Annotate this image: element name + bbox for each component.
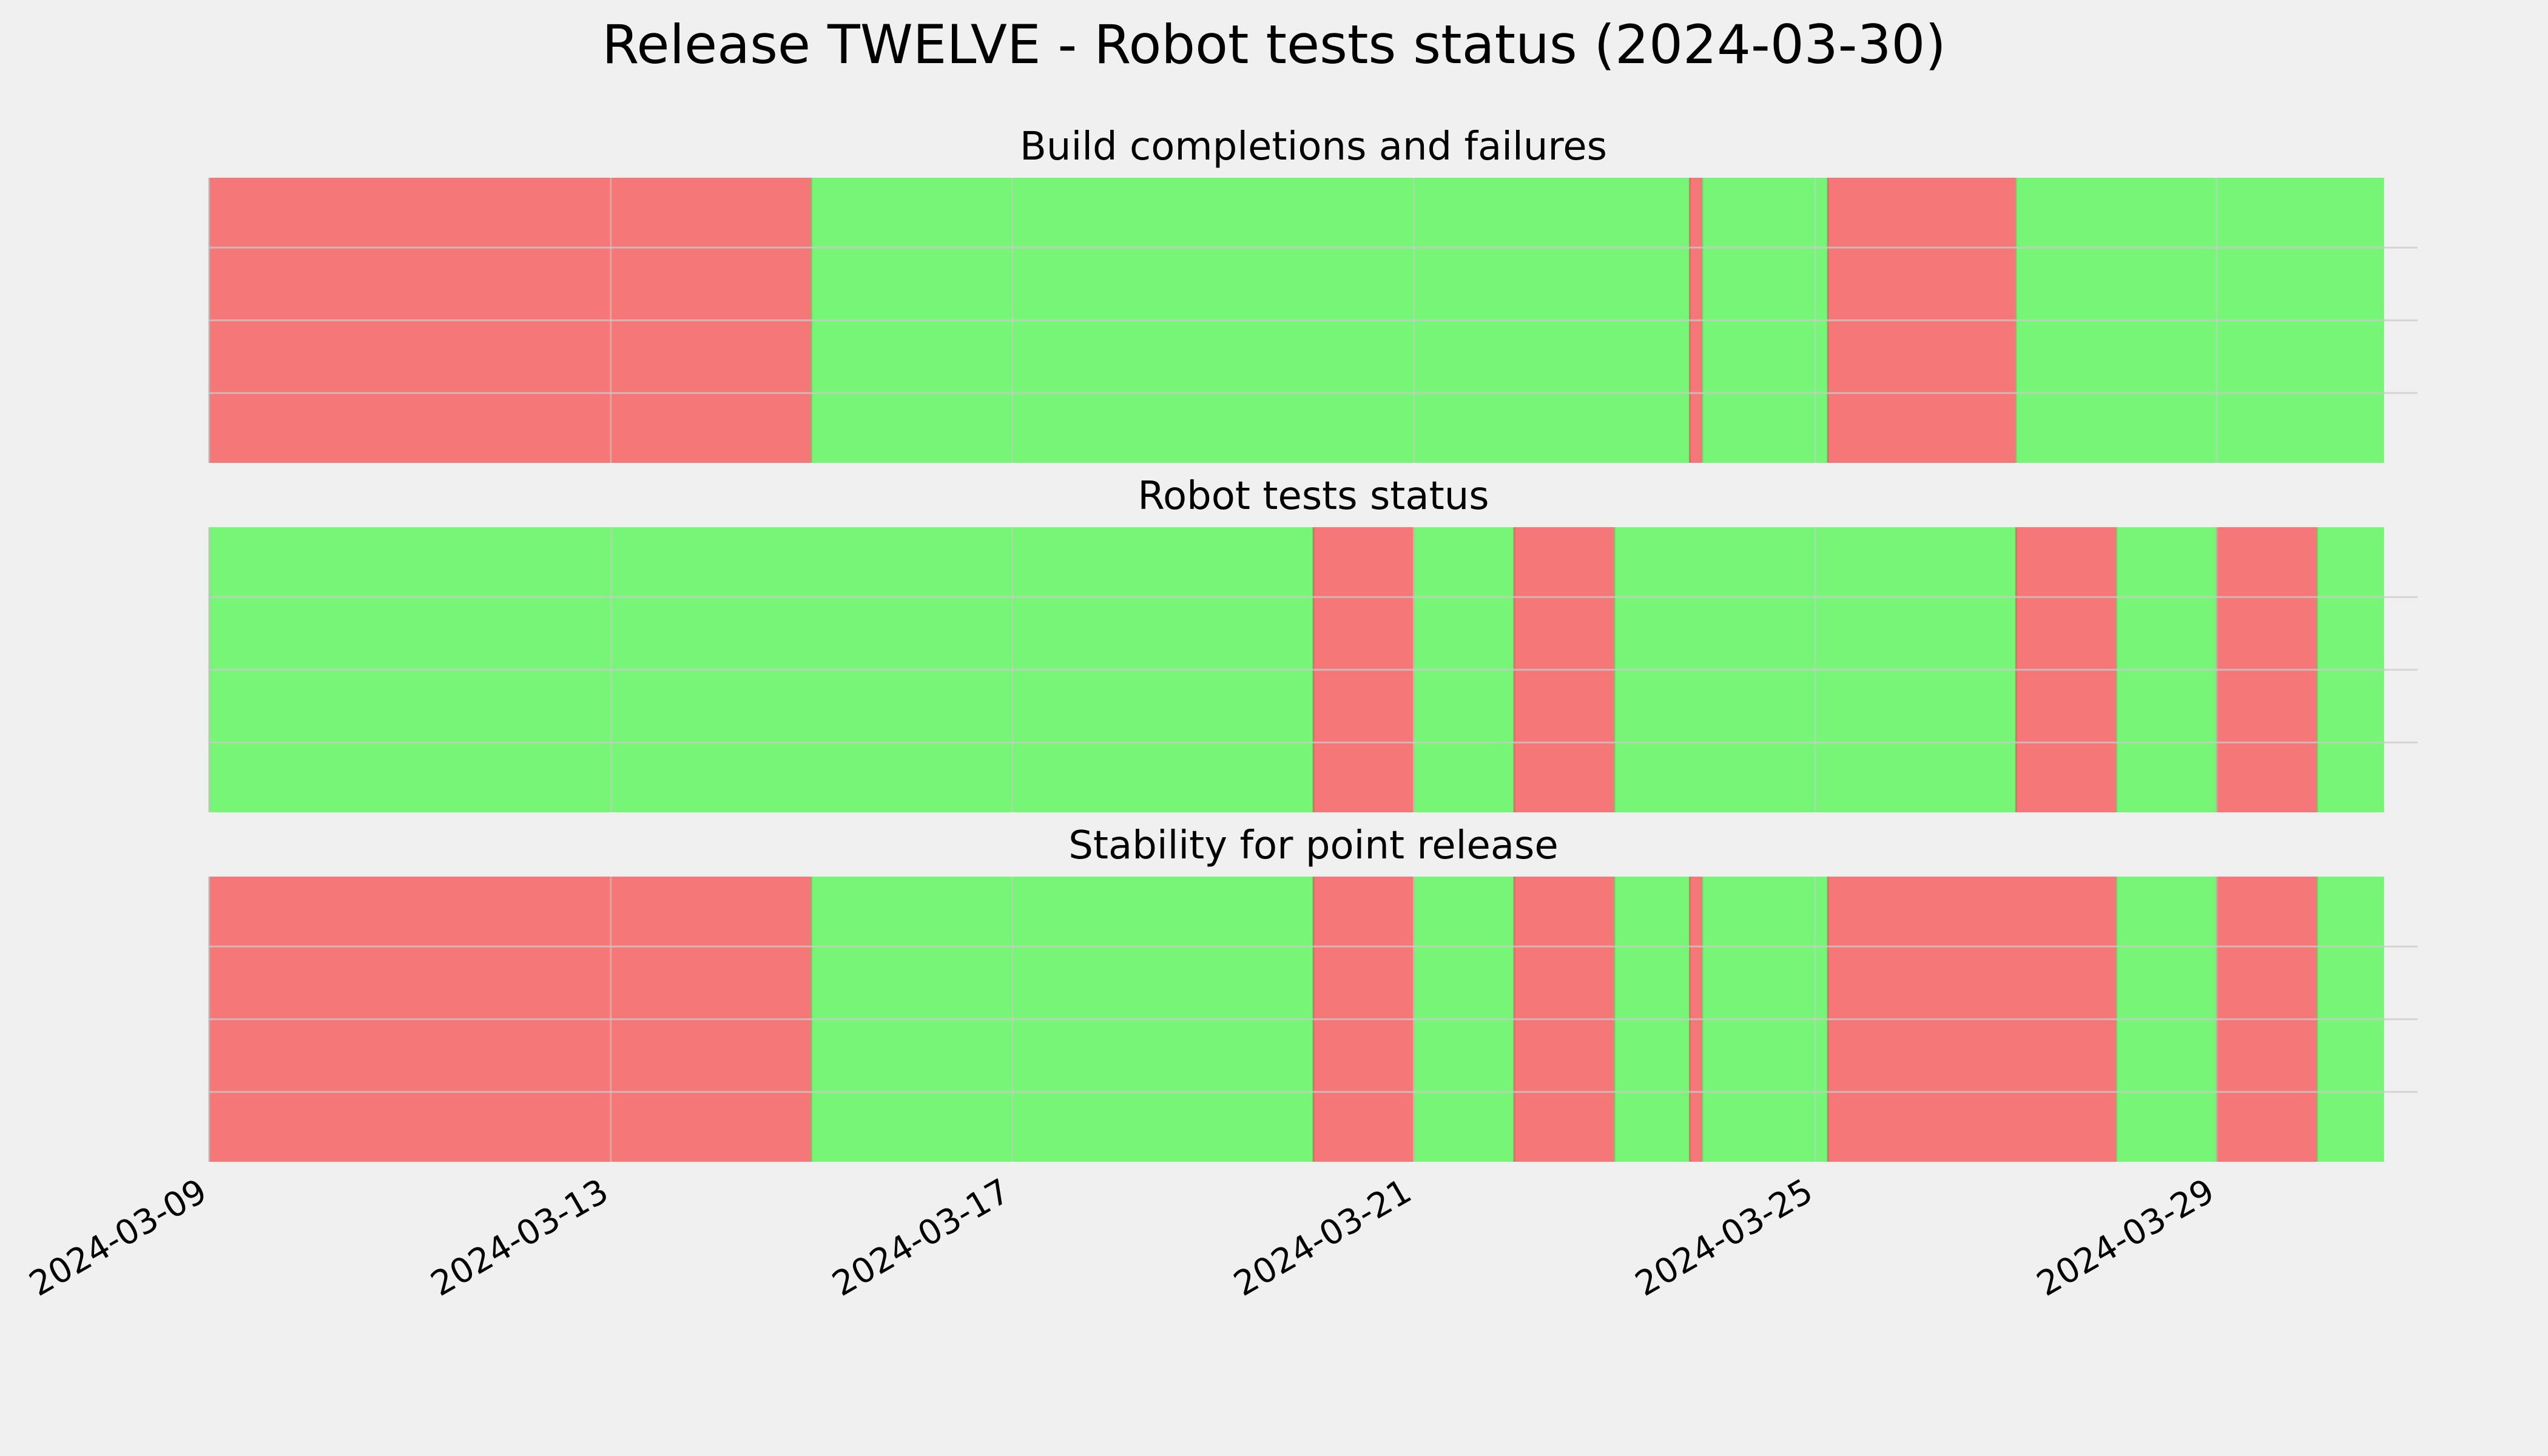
panel-1: Build completions and failures — [208, 124, 2418, 463]
panel-title: Stability for point release — [1068, 823, 1559, 868]
chart-title: Release TWELVE - Robot tests status (202… — [602, 13, 1946, 76]
panel-2: Robot tests status — [208, 474, 2418, 812]
panel-title: Build completions and failures — [1020, 124, 1607, 169]
panel-title: Robot tests status — [1138, 474, 1489, 519]
panels-group: Build completions and failures Robot test… — [208, 124, 2418, 1162]
panel-3: Stability for point release — [208, 823, 2418, 1162]
